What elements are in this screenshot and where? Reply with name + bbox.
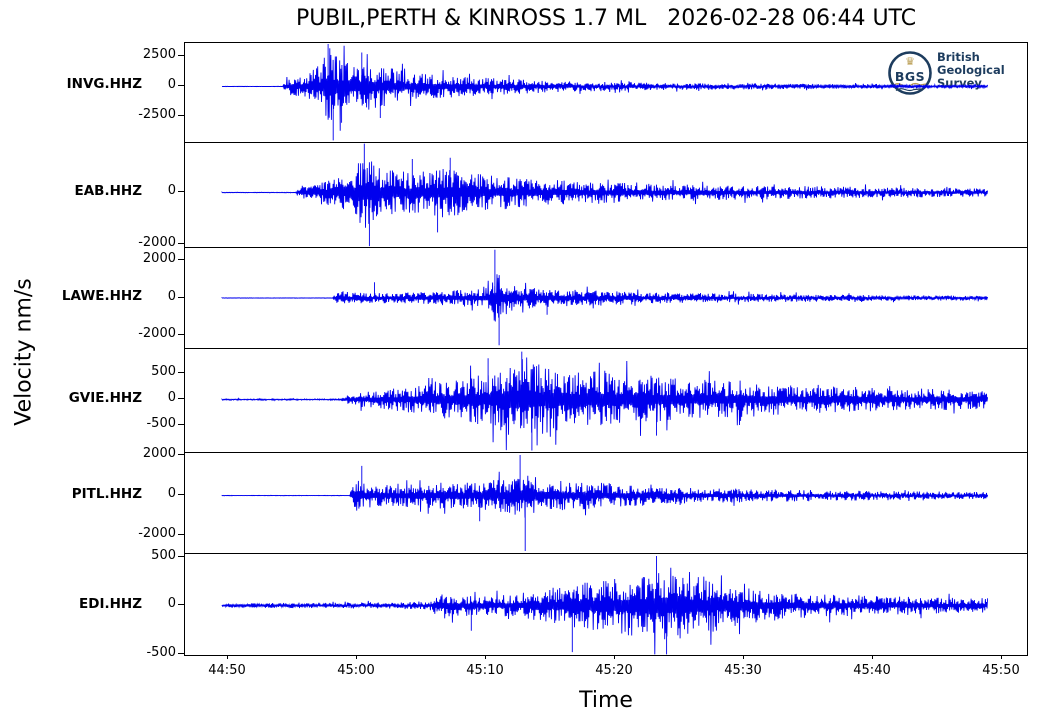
seismogram-panel-eab-hhz <box>184 142 1028 247</box>
y-tick-label: -2000 <box>138 525 176 541</box>
waveform-svg-gvie-hhz <box>221 351 989 451</box>
station-label-eab-hhz: EAB.HHZ <box>74 182 142 199</box>
x-tick-label: 45:30 <box>724 663 762 678</box>
y-tick-label: -500 <box>146 415 176 431</box>
x-tick-mark <box>356 655 357 659</box>
bgs-abbr-text: BGS <box>895 69 925 84</box>
station-label-edi-hhz: EDI.HHZ <box>79 595 142 612</box>
waveform-trace-eab-hhz <box>221 143 989 247</box>
y-tick-mark <box>178 652 184 654</box>
waveform-trace-pitl-hhz <box>221 455 989 551</box>
waveform-svg-eab-hhz <box>221 143 989 247</box>
y-tick-label: 2000 <box>142 446 176 462</box>
waveform-trace-lawe-hhz <box>221 249 989 346</box>
figure-title: PUBIL,PERTH & KINROSS 1.7 ML 2026-02-28 … <box>295 6 917 31</box>
y-tick-label: -2000 <box>138 234 176 250</box>
crown-icon: ♛ <box>905 55 915 68</box>
y-tick-label: 0 <box>167 390 176 406</box>
x-tick-mark <box>743 655 744 659</box>
y-tick-mark <box>178 242 184 244</box>
seismogram-panel-invg-hhz: ♛ BGS British Geological Survey <box>184 42 1028 142</box>
x-tick-label: 45:40 <box>853 663 891 678</box>
station-label-gvie-hhz: GVIE.HHZ <box>68 389 142 406</box>
x-tick-mark <box>1001 655 1002 659</box>
y-tick-label: 0 <box>167 183 176 199</box>
seismogram-panel-gvie-hhz <box>184 348 1028 452</box>
waveform-svg-pitl-hhz <box>221 455 989 551</box>
x-tick-label: 44:50 <box>208 663 246 678</box>
waveform-svg-edi-hhz <box>221 556 989 655</box>
y-tick-label: 500 <box>151 547 176 563</box>
x-tick-mark <box>227 655 228 659</box>
waveform-trace-edi-hhz <box>221 556 989 655</box>
y-tick-label: 2000 <box>142 251 176 267</box>
station-label-invg-hhz: INVG.HHZ <box>66 76 142 93</box>
bgs-logo-circle <box>888 51 932 95</box>
y-tick-mark <box>178 423 184 425</box>
y-tick-mark <box>178 372 184 374</box>
time-axis-label: Time <box>579 688 633 713</box>
waveform-trace-invg-hhz <box>221 44 989 141</box>
waveform-svg-invg-hhz <box>221 44 989 141</box>
y-tick-label: 2500 <box>142 46 176 62</box>
seismogram-panel-pitl-hhz <box>184 452 1028 553</box>
seismogram-panel-edi-hhz <box>184 553 1028 656</box>
x-tick-mark <box>485 655 486 659</box>
x-tick-mark <box>872 655 873 659</box>
x-tick-label: 45:20 <box>595 663 633 678</box>
bgs-name-line: British <box>937 50 980 64</box>
x-tick-mark <box>614 655 615 659</box>
station-label-lawe-hhz: LAWE.HHZ <box>61 288 142 304</box>
y-tick-mark <box>178 494 184 496</box>
y-tick-mark <box>178 296 184 298</box>
x-tick-label: 45:10 <box>466 663 504 678</box>
waveform-svg-lawe-hhz <box>221 249 989 346</box>
y-tick-mark <box>178 191 184 193</box>
y-tick-mark <box>178 555 184 557</box>
y-tick-label: 0 <box>167 486 176 502</box>
y-tick-label: -2500 <box>138 107 176 123</box>
y-tick-mark <box>178 54 184 56</box>
y-tick-label: 500 <box>151 364 176 380</box>
y-tick-mark <box>178 115 184 117</box>
y-tick-mark <box>178 333 184 335</box>
waveform-trace-gvie-hhz <box>221 351 989 451</box>
bgs-name-line: Geological <box>937 63 1005 77</box>
y-tick-label: 0 <box>167 288 176 304</box>
y-tick-mark <box>178 398 184 400</box>
x-tick-label: 45:00 <box>337 663 375 678</box>
y-tick-label: 0 <box>167 76 176 92</box>
y-tick-mark <box>178 604 184 606</box>
station-label-pitl-hhz: PITL.HHZ <box>71 485 142 502</box>
velocity-axis-label: Velocity nm/s <box>11 278 37 426</box>
y-tick-label: -500 <box>146 644 176 660</box>
x-tick-label: 45:50 <box>982 663 1020 678</box>
y-tick-label: -2000 <box>138 325 176 341</box>
y-tick-mark <box>178 84 184 86</box>
strata-wave-icon <box>895 88 922 92</box>
seismogram-panel-lawe-hhz <box>184 247 1028 348</box>
y-tick-mark <box>178 259 184 261</box>
y-tick-mark <box>178 533 184 535</box>
y-tick-mark <box>178 454 184 456</box>
y-tick-label: 0 <box>167 596 176 612</box>
